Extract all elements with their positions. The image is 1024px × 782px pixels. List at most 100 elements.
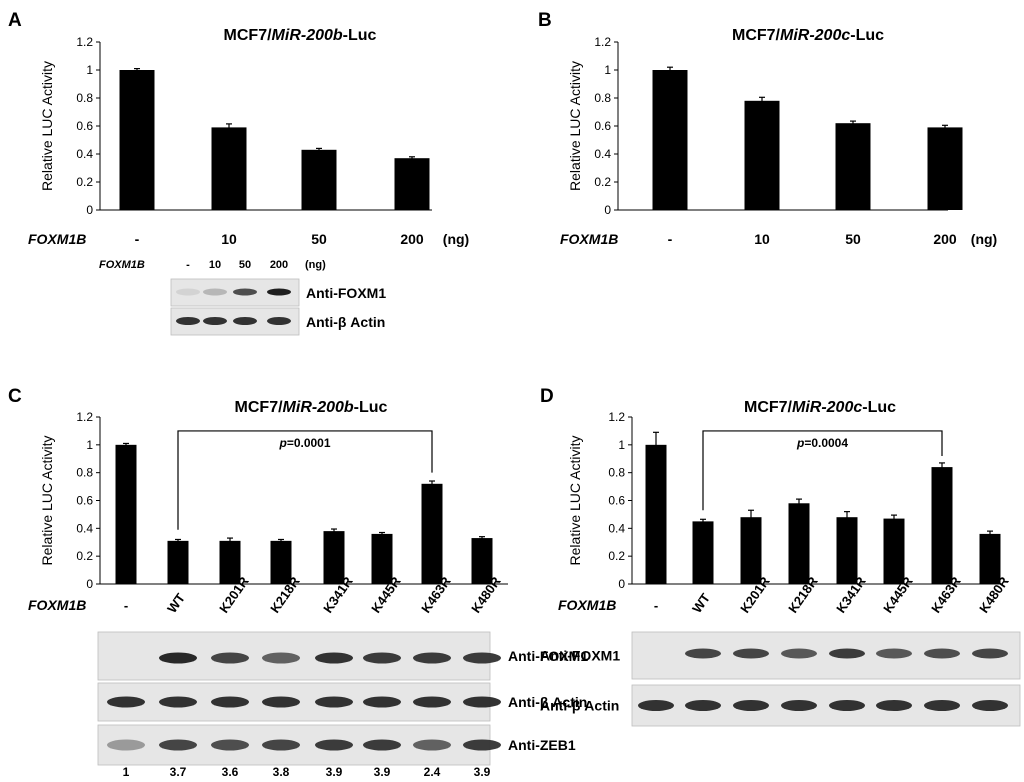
y-tick-label: 0.6 — [76, 494, 93, 508]
chart-title: MCF7/MiR-200b-Luc — [235, 399, 388, 416]
y-tick-label: 1 — [86, 63, 93, 77]
bar — [836, 517, 858, 584]
y-tick-label: 0 — [86, 203, 93, 217]
chart-title: MCF7/MiR-200b-Luc — [224, 27, 377, 44]
blot-band — [463, 739, 501, 751]
y-axis-label: Relative LUC Activity — [39, 436, 55, 566]
blot-band — [262, 652, 300, 664]
chart-title-part: MCF7/ — [744, 399, 793, 416]
blot-band — [107, 696, 145, 708]
y-tick-label: 0.6 — [608, 494, 625, 508]
panel-c: C MCF7/MiR-200b-Luc 0 0.2 0.4 0.6 0.8 1 1.2 Relat… — [8, 386, 508, 616]
panel-letter: B — [538, 10, 552, 31]
blot-lane-label: 10 — [209, 259, 221, 271]
blot-band — [638, 700, 674, 711]
x-axis-label: FOXM1B — [28, 597, 86, 613]
blot-band — [733, 648, 769, 659]
blot-band — [413, 696, 451, 708]
blot-lane-label: 200 — [270, 259, 288, 271]
blot-quantification: 3.9 — [474, 765, 491, 779]
chart-title-part: -Luc — [343, 27, 377, 44]
y-tick-label: 0.2 — [76, 175, 93, 189]
y-tick-label: 1.2 — [608, 410, 625, 424]
bar — [219, 540, 241, 584]
category-label: WT — [689, 591, 713, 616]
blot-quantification: 3.7 — [170, 765, 187, 779]
blot-band — [176, 288, 200, 296]
blot-band — [781, 648, 817, 659]
panel-letter: D — [540, 386, 554, 407]
blot-band — [267, 288, 291, 296]
blot-row-label: Anti-ZEB1 — [508, 737, 576, 753]
blot-row-label: Anti-FOXM1 — [508, 648, 588, 664]
blot-band — [211, 739, 249, 751]
chart-title-part: MCF7/ — [224, 27, 273, 44]
y-tick-label: 0.4 — [76, 521, 93, 535]
blot-row-label: Anti-FOXM1 — [540, 648, 620, 664]
blot-row-label: Anti-FOXM1 — [306, 285, 386, 301]
blot-band — [176, 317, 200, 325]
blot-band — [107, 739, 145, 751]
blot-band — [876, 648, 912, 659]
bar — [927, 127, 963, 210]
blot-quantification: 3.6 — [222, 765, 239, 779]
blot-band — [463, 652, 501, 664]
blot-unit-label: (ng) — [305, 259, 326, 271]
blot-band — [972, 648, 1008, 659]
blot-band — [233, 317, 257, 325]
p-value-p: p — [796, 436, 804, 450]
blot-band — [876, 700, 912, 711]
y-tick-label: 0.8 — [608, 466, 625, 480]
blot-band — [972, 700, 1008, 711]
y-tick-label: 1 — [618, 438, 625, 452]
panel-a: A MCF7/MiR-200b-Luc 0 0.2 0.4 0.6 0.8 1 1.2 Relat… — [8, 10, 469, 247]
blot-band — [685, 700, 721, 711]
p-value-number: =0.0001 — [287, 436, 331, 450]
y-tick-label: 0.4 — [594, 147, 611, 161]
blot-band — [233, 288, 257, 296]
panel-b: B MCF7/MiR-200c-Luc 0 0.2 0.4 0.6 0.8 1 1.2 Relat… — [538, 10, 997, 247]
category-label: 50 — [311, 231, 327, 247]
blot-band — [413, 652, 451, 664]
bar — [115, 444, 137, 584]
chart-title-part: MCF7/ — [235, 399, 284, 416]
blot-band — [413, 739, 451, 751]
blot-quantification: 3.9 — [326, 765, 343, 779]
y-tick-label: 1.2 — [76, 35, 93, 49]
bar — [323, 531, 345, 584]
blot-lane-label: 50 — [239, 259, 251, 271]
blot-band — [363, 696, 401, 708]
y-tick-label: 1.2 — [76, 410, 93, 424]
blot-quantification: 1 — [123, 765, 130, 779]
panel-d: D MCF7/MiR-200c-Luc 0 0.2 0.4 0.6 0.8 1 1.2 Relat… — [540, 386, 1012, 616]
blot-gene-label: FOXM1B — [99, 259, 145, 271]
y-axis-label: Relative LUC Activity — [567, 61, 583, 191]
chart-title-part: -Luc — [850, 27, 884, 44]
blot-band — [315, 652, 353, 664]
category-label: 200 — [933, 231, 957, 247]
bar — [692, 521, 714, 584]
chart-title-part: MiR-200b — [272, 27, 343, 44]
category-label: 10 — [221, 231, 237, 247]
blot-lane-label: - — [186, 259, 190, 271]
blot-band — [829, 700, 865, 711]
bar — [645, 444, 667, 584]
p-value-label: p=0.0001 — [278, 436, 330, 450]
blot-quantification: 3.9 — [374, 765, 391, 779]
x-axis-label: FOXM1B — [558, 597, 616, 613]
blot-row-label: Anti-β Actin — [306, 314, 385, 330]
blot-a: FOXM1B - 10 50 200 (ng) Anti-FOXM1 Anti-β Actin — [99, 259, 386, 336]
bar — [788, 503, 810, 584]
blot-quantification: 3.8 — [273, 765, 290, 779]
blot-band — [315, 696, 353, 708]
blot-band — [463, 696, 501, 708]
category-label: - — [135, 231, 140, 247]
category-label: 50 — [845, 231, 861, 247]
chart-title-part: -Luc — [354, 399, 388, 416]
blot-band — [924, 648, 960, 659]
bar — [652, 70, 688, 210]
bar — [167, 540, 189, 584]
chart-title-part: MCF7/ — [732, 27, 781, 44]
chart-title-part: MiR-200c — [780, 27, 850, 44]
